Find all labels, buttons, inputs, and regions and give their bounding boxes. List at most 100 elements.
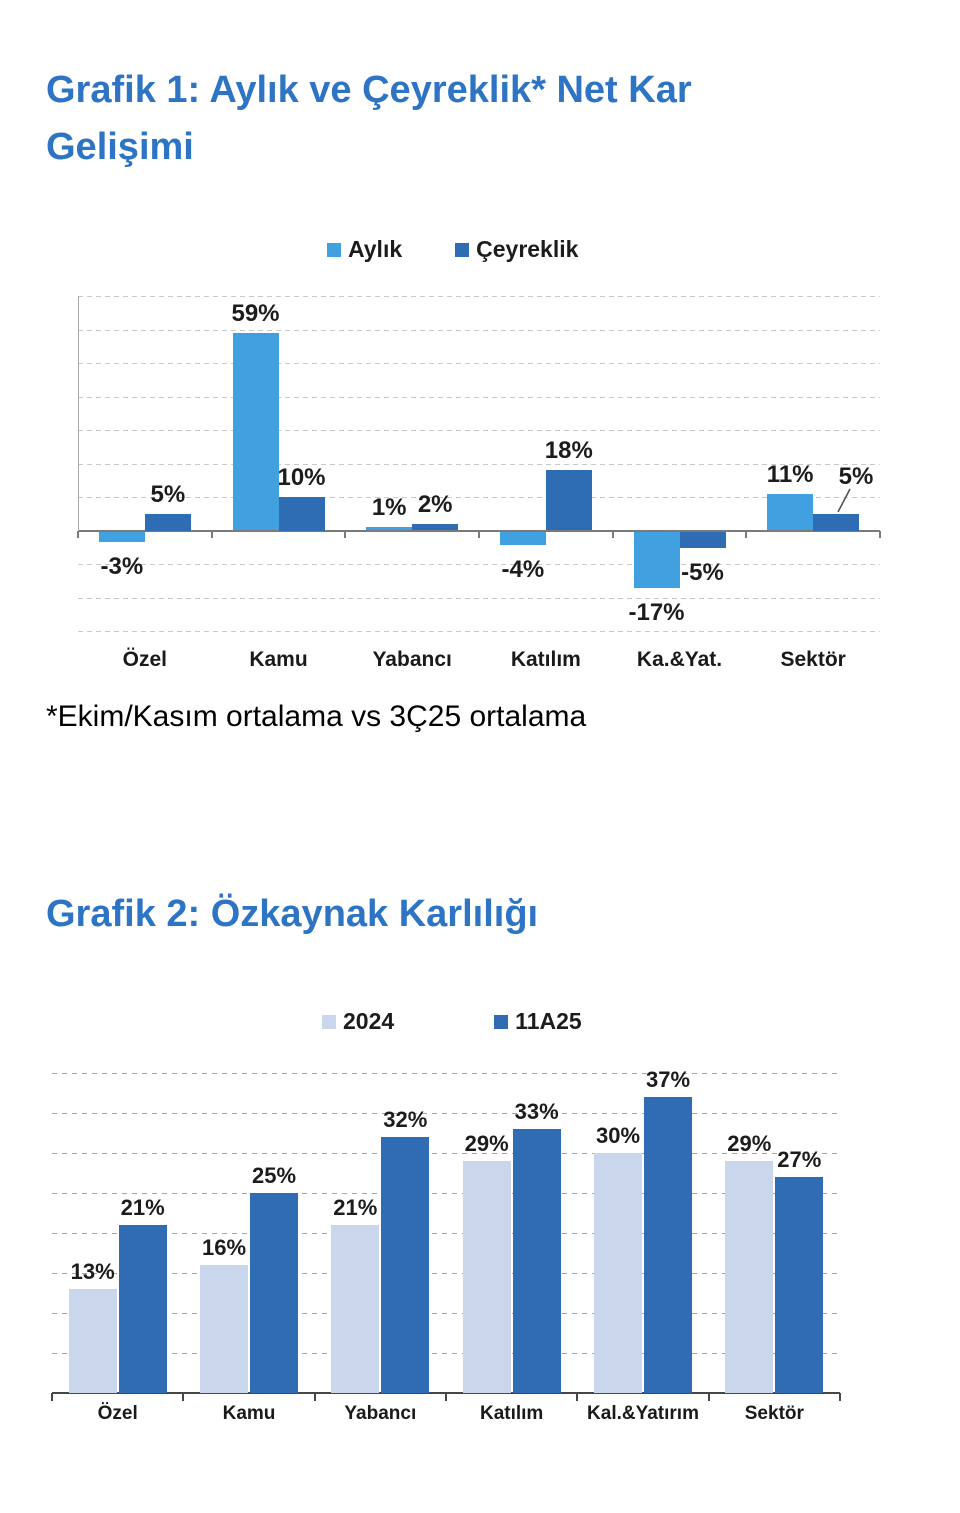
value-label-eyreklik-ka-yat: -5% (681, 559, 724, 587)
bar-eyreklik-sekt-r (813, 513, 860, 531)
gridline-30 (52, 1153, 840, 1154)
gridline-20 (78, 463, 880, 465)
gridline--10 (78, 564, 880, 565)
value-label-eyreklik-kat-l-m: 18% (544, 437, 593, 465)
value-label-2024-kamu: 16% (201, 1235, 247, 1260)
legend-swatch-11a25 (494, 1014, 509, 1029)
category-label-kat-l-m: Katılım (510, 648, 581, 671)
gridline-30 (78, 430, 880, 431)
category-label-sekt-r: Sektör (780, 648, 846, 671)
value-label-ayl-k-ka-yat: -17% (628, 599, 685, 627)
chart1-title: Grafik 1: Aylık ve Çeyreklik* Net Kar Ge… (46, 69, 692, 168)
value-label-2024-yabanc: 21% (333, 1195, 378, 1220)
value-label-11a25-zel: 21% (120, 1195, 165, 1220)
value-label-11a25-sekt-r: 27% (777, 1147, 822, 1172)
value-label-ayl-k-zel: -3% (100, 552, 144, 580)
bar-eyreklik-kat-l-m (545, 470, 592, 531)
bar-ayl-k-zel (98, 531, 145, 542)
legend-label-ayl-k: Aylık (348, 236, 403, 262)
value-label-11a25-yabanc: 32% (383, 1107, 428, 1132)
value-label-eyreklik-yabanc: 2% (417, 490, 453, 518)
legend-item-ayl-k: Aylık (327, 236, 402, 263)
legend-swatch-ayl-k (327, 242, 341, 257)
value-label-ayl-k-sekt-r: 11% (766, 460, 814, 488)
value-label-11a25-kat-l-m: 33% (514, 1099, 559, 1124)
value-label-2024-kat-l-m: 29% (464, 1131, 509, 1156)
gridline-10 (78, 497, 880, 498)
bar-ayl-k-ka-yat (633, 531, 680, 589)
legend-item-2024: 2024 (322, 1008, 394, 1035)
gridline-50 (78, 363, 880, 364)
axis-tick (313, 1393, 316, 1401)
bar-2024-kat-l-m (462, 1161, 511, 1393)
chart2-legend: 2024 11A25 (322, 1008, 582, 1035)
bar-11a25-kat-l-m (512, 1129, 561, 1393)
axis-tick (478, 530, 480, 538)
gridline-40 (78, 396, 880, 398)
axis-tick (445, 1393, 447, 1401)
legend-item-eyreklik: Çeyreklik (455, 236, 578, 263)
bar-11a25-yabanc (381, 1137, 430, 1393)
chart1-legend: Aylık Çeyreklik (327, 236, 578, 263)
legend-label-2024: 2024 (343, 1008, 395, 1034)
value-label-ayl-k-yabanc: 1% (371, 494, 407, 522)
axis-tick (879, 530, 881, 538)
gridline-20 (52, 1233, 840, 1234)
bar-ayl-k-yabanc (366, 527, 413, 531)
category-label-kat-l-m: Katılım (479, 1403, 544, 1424)
gridline--20 (78, 597, 880, 599)
chart1-footnote: *Ekim/Kasım ortalama vs 3Ç25 ortalama (46, 700, 587, 733)
gridline-40 (52, 1073, 840, 1074)
bar-ayl-k-kat-l-m (499, 531, 546, 545)
gridline-25 (52, 1193, 840, 1194)
bar-eyreklik-ka-yat (679, 531, 726, 549)
bar-11a25-kamu (250, 1193, 298, 1393)
axis-tick (77, 530, 79, 538)
axis-tick (839, 1393, 841, 1401)
category-label-ka-yat: Ka.&Yat. (636, 648, 723, 671)
category-label-zel: Özel (97, 1403, 138, 1424)
category-label-kal-yat-r-m: Kal.&Yatırım (587, 1403, 699, 1424)
y-axis-line (78, 296, 79, 538)
gridline--30 (78, 631, 880, 632)
category-label-yabanc: Yabancı (372, 648, 452, 671)
bar-2024-yabanc (331, 1225, 380, 1393)
bar-eyreklik-yabanc (412, 523, 459, 531)
bar-ayl-k-kamu (232, 332, 279, 531)
axis-tick (576, 1393, 579, 1401)
value-label-ayl-k-kat-l-m: -4% (501, 555, 545, 583)
axis-tick (611, 530, 614, 538)
chart1-plot-area: -3% 59% 1% -4% -17% 11% 5% 10% 2% 18% -5% 5% Özel Kam… (77, 296, 881, 671)
value-label-eyreklik-sekt-r: 5% (838, 463, 874, 490)
axis-tick (344, 530, 347, 538)
legend-swatch-2024 (322, 1014, 336, 1029)
axis-tick (210, 530, 213, 538)
category-label-kamu: Kamu (222, 1403, 276, 1424)
axis-tick (745, 530, 748, 538)
chart2-title: Grafik 2: Özkaynak Karlılığı (46, 893, 539, 935)
bar-2024-kamu (200, 1265, 248, 1393)
legend-item-11a25: 11A25 (494, 1008, 582, 1035)
axis-tick (51, 1393, 53, 1401)
bar-ayl-k-sekt-r (767, 493, 814, 531)
axis-tick (182, 1393, 185, 1401)
bar-eyreklik-zel (144, 513, 191, 531)
value-label-2024-zel: 13% (70, 1259, 115, 1284)
value-label-2024-kal-yat-r-m: 30% (595, 1123, 641, 1148)
category-label-zel: Özel (122, 648, 168, 671)
chart2-plot-area: 13% 16% 21% 29% 30% 29% 21% 25% 32% 33% 37% 27% Özel… (51, 1067, 841, 1424)
value-label-eyreklik-zel: 5% (150, 480, 186, 508)
legend-label-11a25: 11A25 (515, 1008, 582, 1034)
gridline-10 (52, 1313, 840, 1314)
category-label-sekt-r: Sektör (744, 1403, 804, 1424)
value-label-2024-sekt-r: 29% (727, 1131, 772, 1156)
value-label-11a25-kal-yat-r-m: 37% (645, 1067, 691, 1092)
bar-11a25-kal-yat-r-m (644, 1097, 692, 1393)
value-label-11a25-kamu: 25% (251, 1163, 297, 1188)
gridline-70 (78, 296, 880, 297)
value-label-ayl-k-kamu: 59% (231, 299, 280, 327)
category-label-yabanc: Yabancı (344, 1403, 417, 1424)
legend-swatch-eyreklik (455, 242, 470, 257)
bar-2024-kal-yat-r-m (594, 1153, 642, 1393)
